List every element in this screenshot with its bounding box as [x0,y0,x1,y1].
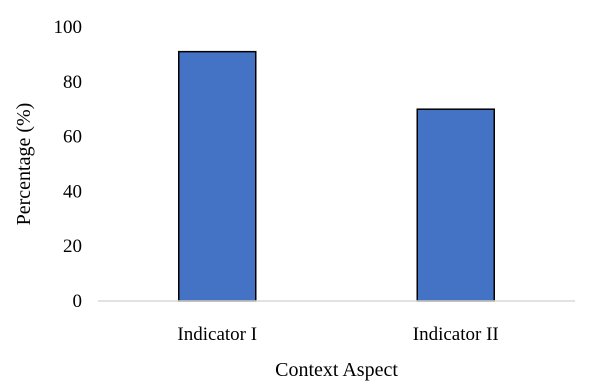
bar-2 [416,108,495,302]
y-tick-label: 0 [73,291,83,312]
x-axis-ticks: Indicator I Indicator II [177,324,498,345]
bar-1 [178,50,257,302]
y-tick-label: 20 [63,236,82,257]
x-axis-title: Context Aspect [275,359,398,381]
y-tick-label: 100 [54,17,83,38]
y-tick-label: 40 [63,181,82,202]
y-axis-title: Percentage (%) [13,103,35,226]
bars [178,50,495,302]
x-tick-label: Indicator II [413,324,499,345]
x-tick-label: Indicator I [177,324,257,345]
y-axis-ticks: 0 20 40 60 80 100 [54,17,83,312]
y-tick-label: 80 [63,72,82,93]
y-tick-label: 60 [63,127,82,148]
